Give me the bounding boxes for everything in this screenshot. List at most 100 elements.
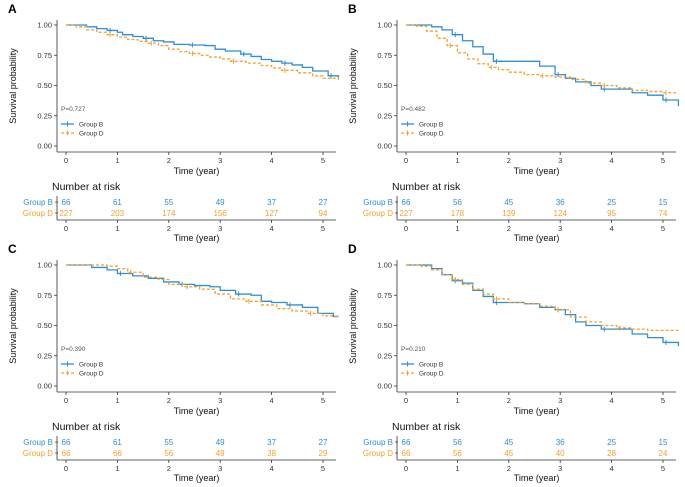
risk-x-tick-label: 1 [455,224,459,233]
x-axis-label: Time (year) [514,406,560,416]
risk-row-label: Group B [363,198,393,207]
y-tick-label: 0.75 [377,291,392,300]
series-line-group-b [406,264,680,347]
y-tick-label: 0.75 [377,51,392,60]
risk-x-tick-label: 0 [404,464,408,473]
x-tick-label: 5 [661,156,665,165]
y-tick-label: 0.25 [37,351,52,360]
panel-label: A [8,2,17,16]
risk-x-tick-label: 2 [167,224,171,233]
risk-value: 15 [659,438,668,447]
risk-value: 56 [164,449,173,458]
x-tick-label: 5 [321,156,325,165]
series-line-group-d [406,264,679,331]
risk-table: Number at risk Group B 66 61 55 49 37 27 Group D… [23,181,336,243]
x-tick-label: 0 [64,156,68,165]
y-tick-label: 0.50 [377,321,392,330]
risk-value: 36 [556,438,565,447]
y-tick-label: 0.25 [377,111,392,120]
risk-value: 66 [62,449,71,458]
risk-value: 38 [267,449,276,458]
risk-value: 227 [59,209,73,218]
risk-value: 45 [504,198,513,207]
risk-value: 28 [607,449,616,458]
y-tick-label: 1.00 [377,21,392,30]
y-tick-label: 1.00 [37,21,52,30]
x-tick-label: 3 [218,396,222,405]
x-tick-label: 1 [115,156,119,165]
x-tick-label: 1 [455,396,459,405]
risk-x-tick-label: 4 [270,464,274,473]
x-tick-label: 1 [115,396,119,405]
risk-value: 25 [607,438,616,447]
series-line-group-d [66,24,340,81]
risk-value: 49 [216,438,225,447]
risk-row-label: Group B [23,438,53,447]
x-tick-label: 4 [610,396,614,405]
y-tick-label: 0.25 [377,351,392,360]
risk-x-tick-label: 3 [558,464,562,473]
risk-value: 61 [113,438,122,447]
risk-value: 66 [402,449,411,458]
risk-value: 40 [556,449,565,458]
risk-value: 56 [453,438,462,447]
risk-value: 49 [216,449,225,458]
risk-value: 94 [319,209,328,218]
risk-value: 227 [399,209,413,218]
risk-x-tick-label: 4 [270,224,274,233]
km-panel-a: A Survival probability 0.00 0.25 0.50 0.75 1.0… [8,2,340,243]
risk-table-title: Number at risk [52,421,121,433]
y-tick-label: 0.00 [37,142,52,151]
risk-x-tick-label: 0 [404,224,408,233]
x-axis-label: Time (year) [174,406,220,416]
x-tick-label: 2 [167,156,171,165]
series-line-group-b [66,24,340,78]
y-axis-label: Survival probability [8,48,18,124]
panel-label: B [348,2,357,16]
y-tick-label: 0.50 [377,81,392,90]
y-tick-label: 0.25 [37,111,52,120]
risk-x-tick-label: 5 [321,224,325,233]
x-tick-label: 2 [507,396,511,405]
risk-table-title: Number at risk [52,181,121,193]
risk-value: 55 [164,198,173,207]
y-tick-label: 0.75 [37,291,52,300]
legend-entry: Group D [79,370,104,377]
risk-row-label: Group D [363,209,393,218]
risk-value: 66 [62,198,71,207]
risk-value: 45 [504,449,513,458]
risk-value: 37 [267,198,276,207]
risk-value: 55 [164,438,173,447]
risk-x-tick-label: 1 [455,464,459,473]
x-tick-label: 4 [270,156,274,165]
risk-x-tick-label: 5 [661,224,665,233]
risk-value: 139 [502,209,516,218]
risk-x-tick-label: 0 [64,224,68,233]
y-tick-label: 0.50 [37,81,52,90]
risk-value: 66 [62,438,71,447]
risk-value: 29 [319,449,328,458]
legend-entry: Group D [419,130,444,137]
risk-value: 25 [607,198,616,207]
risk-x-tick-label: 2 [507,464,511,473]
risk-value: 24 [659,449,668,458]
series-line-group-b [66,264,339,318]
x-tick-label: 0 [404,156,408,165]
risk-table: Number at risk Group B 66 61 55 49 37 27 Group D… [23,421,336,483]
legend-entry: Group B [79,361,103,368]
risk-value: 27 [319,198,328,207]
risk-row-label: Group D [23,209,53,218]
y-tick-label: 0.75 [37,51,52,60]
risk-value: 156 [214,209,228,218]
risk-x-tick-label: 0 [64,464,68,473]
risk-value: 61 [113,198,122,207]
risk-value: 66 [113,449,122,458]
risk-value: 203 [111,209,125,218]
y-axis-label: Survival probability [8,288,18,364]
risk-value: 127 [265,209,279,218]
risk-value: 66 [402,198,411,207]
y-axis-label: Survival probability [348,288,358,364]
y-axis-label: Survival probability [348,48,358,124]
